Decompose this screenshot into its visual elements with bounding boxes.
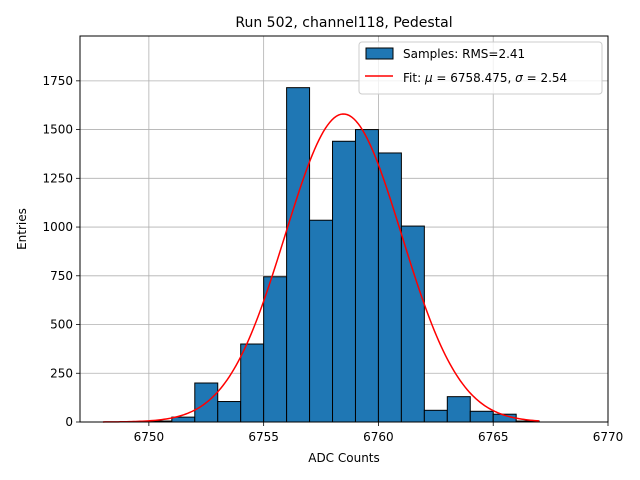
histogram-bar <box>332 140 356 423</box>
x-tick-label: 6760 <box>363 430 394 444</box>
y-tick-label: 250 <box>50 366 73 380</box>
legend: Samples: RMS=2.41 Fit: μ = 6758.475, σ =… <box>358 41 603 95</box>
histogram-bar <box>217 401 242 423</box>
x-tick-label: 6765 <box>478 430 509 444</box>
y-axis-ticks: 0 250 500 750 1000 1250 1500 1750 <box>42 74 80 429</box>
y-tick-label: 500 <box>50 318 73 332</box>
y-tick-label: 1000 <box>42 220 73 234</box>
histogram-bar <box>423 409 448 423</box>
y-tick-label: 1500 <box>42 123 73 137</box>
y-axis-label: Entries <box>15 208 29 250</box>
histogram-bar <box>469 410 494 423</box>
y-tick-label: 1750 <box>42 74 73 88</box>
y-tick-label: 0 <box>65 415 73 429</box>
legend-swatch-samples <box>365 47 394 60</box>
histogram-bar <box>309 219 334 423</box>
legend-label-fit: Fit: μ = 6758.475, σ = 2.54 <box>403 71 567 85</box>
histogram-bar <box>400 225 425 423</box>
x-tick-label: 6770 <box>593 430 624 444</box>
histogram-bar <box>240 343 265 423</box>
legend-box <box>358 41 603 95</box>
plot-frame <box>79 35 609 423</box>
histogram-bar <box>446 396 471 423</box>
legend-label-samples: Samples: RMS=2.41 <box>403 47 525 61</box>
histogram-bars <box>148 87 540 423</box>
fit-curve <box>102 113 540 423</box>
histogram-bar <box>286 87 311 423</box>
y-tick-label: 1250 <box>42 171 73 185</box>
chart-title: Run 502, channel118, Pedestal <box>235 15 452 31</box>
histogram-bar <box>377 152 402 423</box>
x-tick-label: 6755 <box>248 430 279 444</box>
histogram-bar <box>263 276 288 423</box>
x-tick-label: 6750 <box>134 430 165 444</box>
histogram-bar <box>354 129 379 423</box>
x-axis-ticks: 6750 6755 6760 6765 6770 <box>134 422 624 444</box>
y-tick-label: 750 <box>50 269 73 283</box>
x-axis-label: ADC Counts <box>308 451 380 465</box>
